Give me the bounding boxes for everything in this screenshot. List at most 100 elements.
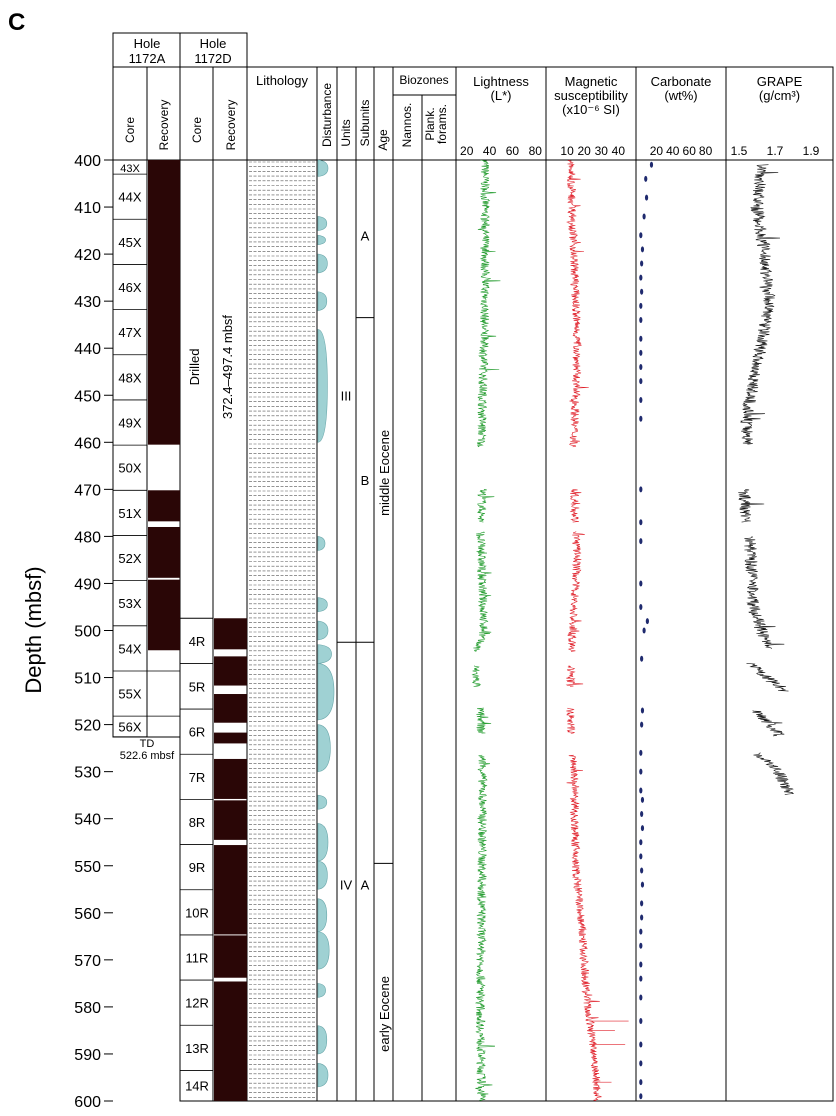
carbonate-tick-label: 40 bbox=[666, 144, 680, 158]
disturbance-shape bbox=[317, 794, 328, 810]
carbonate-point bbox=[649, 161, 654, 168]
carbonate-point bbox=[639, 415, 643, 422]
subunit-label: A bbox=[361, 878, 370, 893]
core-label: 45X bbox=[118, 235, 141, 250]
hole-a-core-header: Core bbox=[123, 117, 137, 143]
depth-tick-label: 500 bbox=[74, 624, 101, 641]
carbonate-tick-label: 80 bbox=[699, 144, 713, 158]
carbonate-point bbox=[640, 881, 645, 888]
total-depth-label: TD bbox=[140, 738, 155, 750]
hole-1172d-columns: Drilled 372.4–497.4 mbsf 4R 5R 6R 7R 8R 9R 10R 11… bbox=[180, 315, 247, 1102]
recovered-interval bbox=[214, 656, 247, 686]
column-frames bbox=[112, 32, 834, 1102]
magsus-trace bbox=[566, 754, 603, 1101]
depth-tick-label: 400 bbox=[74, 153, 101, 170]
carbonate-point bbox=[639, 1093, 643, 1100]
core-label: 50X bbox=[118, 461, 141, 476]
disturbance-shape bbox=[317, 620, 329, 641]
carbonate-point bbox=[640, 825, 645, 832]
core-label: 11R bbox=[186, 950, 209, 965]
depth-tick-label: 410 bbox=[74, 200, 101, 217]
core-label: 44X bbox=[118, 190, 141, 205]
carbonate-point bbox=[640, 867, 644, 874]
carbonate-point bbox=[640, 721, 644, 728]
depth-tick-label: 560 bbox=[74, 906, 101, 923]
age-label: middle Eocene bbox=[377, 430, 392, 516]
carbonate-point bbox=[639, 839, 643, 846]
carbonate-point bbox=[640, 900, 644, 907]
disturbance-shape bbox=[317, 536, 326, 551]
grape-density-plot: GRAPE(g/cm³) 1.5 1.7 1.9 bbox=[731, 74, 820, 795]
carbonate-point bbox=[639, 961, 643, 968]
carbonate-point bbox=[644, 175, 648, 182]
units-header: Units bbox=[339, 119, 353, 146]
depth-tick-label: 470 bbox=[74, 482, 101, 499]
disturbance-shape bbox=[317, 1063, 329, 1088]
age-label: early Eocene bbox=[377, 976, 392, 1052]
depth-tick-label: 550 bbox=[74, 859, 101, 876]
recovered-interval bbox=[214, 618, 247, 650]
carbonate-point bbox=[639, 787, 643, 794]
unit-label: III bbox=[341, 388, 352, 403]
carbonate-point bbox=[644, 194, 649, 201]
disturbance-shape bbox=[317, 291, 328, 311]
depth-tick-label: 430 bbox=[74, 294, 101, 311]
lightness-trace bbox=[476, 159, 501, 448]
magsus-tick-label: 30 bbox=[595, 144, 609, 158]
hole-a-recovery-header: Recovery bbox=[157, 100, 171, 151]
depth-tick-label: 440 bbox=[74, 341, 101, 358]
depth-tick-label: 510 bbox=[74, 671, 101, 688]
carbonate-point bbox=[639, 396, 643, 403]
depth-tick-label: 590 bbox=[74, 1047, 101, 1064]
lightness-trace bbox=[474, 754, 496, 1101]
disturbance-shape bbox=[317, 823, 329, 862]
lightness-tick-label: 40 bbox=[483, 144, 497, 158]
carbonate-point bbox=[640, 914, 644, 921]
carbonate-point bbox=[639, 853, 643, 860]
core-label: 14R bbox=[185, 1079, 209, 1094]
depth-tick-label: 490 bbox=[74, 576, 101, 593]
lightness-title-line: Lightness bbox=[473, 74, 529, 89]
magsus-tick-label: 40 bbox=[612, 144, 626, 158]
core-label: 56X bbox=[118, 719, 141, 734]
hole-1172a-columns: 43X 44X 45X 46X 47X 48X 49X 50X 51X 52X 53X 54X 55X 5… bbox=[113, 160, 180, 762]
carbonate-point bbox=[639, 232, 643, 239]
subunit-label: B bbox=[361, 473, 370, 488]
lightness-trace bbox=[476, 707, 492, 734]
depth-tick-label: 570 bbox=[74, 953, 101, 970]
grape-trace bbox=[746, 663, 789, 692]
hole-d-core-header: Core bbox=[190, 117, 204, 143]
carbonate-point bbox=[640, 796, 645, 803]
disturbance-shape bbox=[317, 724, 331, 772]
disturbance-shape bbox=[317, 1025, 328, 1055]
carbonate-point bbox=[639, 364, 643, 371]
hole-a-number: 1172A bbox=[129, 51, 166, 66]
carbonate-point bbox=[640, 810, 644, 817]
lightness-tick-label: 80 bbox=[529, 144, 543, 158]
magsus-title-line: susceptibility bbox=[554, 88, 628, 103]
magsus-tick-label: 10 bbox=[560, 144, 574, 158]
core-label: 12R bbox=[185, 996, 209, 1011]
nannos-header: Nannos. bbox=[400, 103, 414, 148]
carbonate-title-line: Carbonate bbox=[651, 74, 712, 89]
lightness-trace bbox=[471, 665, 482, 687]
grape-title-line: GRAPE bbox=[757, 74, 803, 89]
depth-axis: 400 410 420 430 440 450 460 470 480 490 500 510 520 5… bbox=[74, 153, 113, 1111]
carbonate-point bbox=[639, 316, 643, 323]
core-label: 54X bbox=[118, 641, 141, 656]
carbonate-point bbox=[640, 707, 645, 714]
hole-d-recovery-header: Recovery bbox=[224, 100, 238, 151]
carbonate-tick-label: 20 bbox=[650, 144, 664, 158]
magsus-title-line: (x10⁻⁶ SI) bbox=[562, 102, 620, 117]
core-label: 7R bbox=[189, 770, 206, 785]
magsus-trace bbox=[566, 159, 589, 448]
carbonate-point bbox=[639, 274, 643, 281]
hole-a-title: Hole bbox=[134, 36, 161, 51]
magsus-trace bbox=[565, 665, 584, 687]
disturbance-shape bbox=[317, 597, 328, 613]
disturbance-shape bbox=[317, 898, 328, 932]
lightness-trace bbox=[477, 489, 495, 523]
